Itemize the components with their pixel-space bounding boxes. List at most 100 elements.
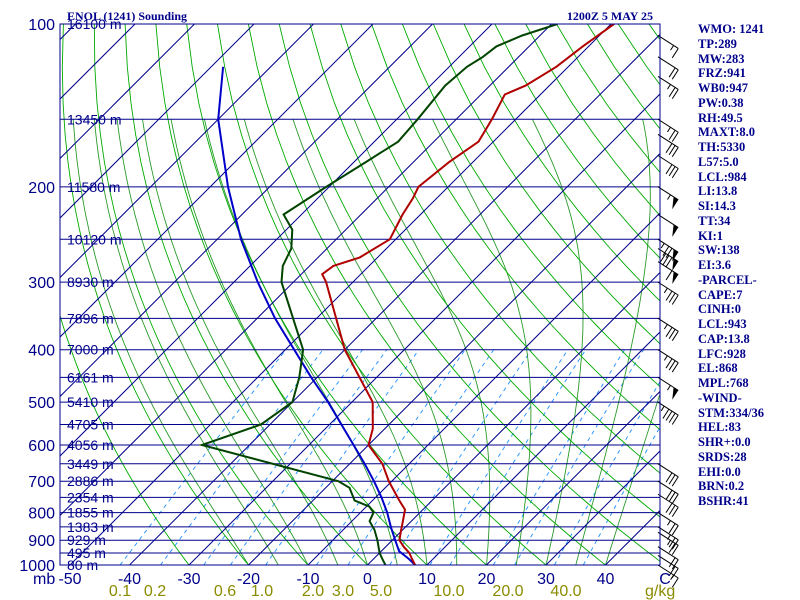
height-label: 1383 m xyxy=(67,519,114,535)
mixing-ratio-line xyxy=(582,426,660,565)
temperature-tick-label: -30 xyxy=(177,571,200,588)
height-label: 7000 m xyxy=(67,342,114,358)
mixing-ratio-unit: g/kg xyxy=(645,583,675,600)
height-label: 80 m xyxy=(67,557,98,573)
pressure-tick-label: 400 xyxy=(28,343,55,360)
height-label: 16100 m xyxy=(67,16,121,32)
pressure-tick-label: 500 xyxy=(28,395,55,412)
moist-adiabat-line xyxy=(292,119,458,565)
wind-barb xyxy=(657,480,679,504)
moist-adiabat-line xyxy=(575,119,651,565)
mixing-ratio-label: 0.6 xyxy=(214,583,236,600)
wind-barb xyxy=(657,186,679,210)
wind-barb xyxy=(657,349,679,373)
mixing-ratio-label: 40.0 xyxy=(550,583,581,600)
dry-adiabats xyxy=(60,24,660,565)
stability-indices-panel: WMO: 1241 TP:289 MW:283 FRZ:941 WB0:947 PW:0.… xyxy=(698,22,798,509)
moist-adiabat-line xyxy=(116,119,309,565)
isotherm-line xyxy=(129,33,660,565)
wind-barb xyxy=(657,118,679,142)
wind-barb xyxy=(657,554,679,579)
moist-adiabat-line xyxy=(605,392,660,565)
height-label: 2886 m xyxy=(67,473,114,489)
index-row: STM:334/36 xyxy=(698,405,764,420)
isotherm-line xyxy=(60,24,374,338)
index-row: LFC:928 xyxy=(698,346,746,361)
index-row: RH:49.5 xyxy=(698,110,743,125)
mixing-ratio-labels: 0.1 0.2 0.6 1.0 2.0 3.0 5.0 10.0 20.0 40.0 xyxy=(109,583,582,600)
mixing-ratio-label: 20.0 xyxy=(492,583,523,600)
height-label: 495 m xyxy=(67,545,106,561)
mixing-ratio-line xyxy=(389,349,532,565)
dry-adiabat-line xyxy=(93,24,309,565)
isobars xyxy=(60,23,660,566)
index-row: LI:13.8 xyxy=(698,184,738,199)
temperature-tick-label: -10 xyxy=(296,571,319,588)
height-label: 10120 m xyxy=(67,231,121,247)
wind-barb xyxy=(657,493,679,517)
index-row: KI:1 xyxy=(698,228,723,243)
mixing-ratio-line xyxy=(203,349,363,565)
moist-adiabat-line xyxy=(531,119,584,565)
temperature-tick-label: -50 xyxy=(58,571,81,588)
index-row: MAXT:8.0 xyxy=(698,125,756,140)
isotherm-line xyxy=(60,24,314,279)
index-row: WB0:947 xyxy=(698,81,748,95)
index-row: HEL:83 xyxy=(698,420,742,435)
mixing-ratio-label: 1.0 xyxy=(251,583,273,600)
moist-adiabat-line xyxy=(243,119,428,565)
temperature-trace xyxy=(320,24,615,565)
index-row: MW:283 xyxy=(698,51,745,66)
isotherm-line xyxy=(60,24,493,457)
temperature-tick-label: 0 xyxy=(363,571,372,588)
isotherm-line xyxy=(486,390,660,565)
dewpoint-trace xyxy=(198,24,558,565)
isotherm-line xyxy=(0,24,16,565)
height-label: 11580 m xyxy=(67,179,120,195)
mixing-ratio-lines xyxy=(119,349,660,565)
index-row: WMO: 1241 xyxy=(698,22,765,36)
wind-barb xyxy=(657,401,679,425)
wind-barb xyxy=(657,531,679,555)
sounding-profiles xyxy=(198,24,615,565)
index-row: EL:868 xyxy=(698,361,738,376)
mixing-ratio-line xyxy=(449,349,587,565)
isotherm-line xyxy=(188,93,660,565)
pressure-tick-label: 1000 xyxy=(19,558,55,575)
wind-barb xyxy=(657,512,679,536)
pressure-tick-label: 700 xyxy=(28,474,55,491)
height-labels: 16100 m 13450 m 11580 m 10120 m 8930 m 7896 m… xyxy=(67,16,121,573)
height-label: 4056 m xyxy=(67,437,114,453)
wind-barb xyxy=(657,376,679,400)
index-row: -PARCEL- xyxy=(698,272,757,287)
moist-adiabat-line xyxy=(170,119,368,565)
index-row: -WIND- xyxy=(698,390,742,405)
index-row: BSHR:41 xyxy=(698,494,749,508)
mixing-ratio-line xyxy=(265,349,420,565)
pressure-tick-label: 900 xyxy=(28,533,55,550)
index-row: SHR+:0.0 xyxy=(698,435,751,449)
temperature-tick-label: 30 xyxy=(537,571,555,588)
height-label: 4705 m xyxy=(67,417,114,433)
index-row: SI:14.3 xyxy=(698,199,736,213)
isotherm-line xyxy=(60,24,433,398)
index-row: MPL:768 xyxy=(698,376,749,390)
mixing-ratio-line xyxy=(429,349,569,565)
wind-barb xyxy=(657,238,679,262)
height-label: 929 m xyxy=(67,532,106,548)
isotherm-line xyxy=(545,450,660,565)
isotherm-line xyxy=(60,24,552,517)
index-row: BRN:0.2 xyxy=(698,479,745,494)
dry-adiabat-line xyxy=(247,24,606,565)
mixing-ratio-label: 2.0 xyxy=(302,583,324,600)
mixing-ratio-line xyxy=(119,349,287,565)
height-label: 1855 m xyxy=(67,505,114,521)
temperature-tick-label: 10 xyxy=(418,571,436,588)
height-label: 13450 m xyxy=(67,111,121,127)
pressure-tick-label: 800 xyxy=(28,506,55,523)
temperature-labels: -50 -40 -30 -20 -10 0 10 20 30 40 C xyxy=(58,571,670,588)
wind-barb xyxy=(657,281,679,305)
height-label: 8930 m xyxy=(67,274,114,290)
chart-datetime: 1200Z 5 MAY 25 xyxy=(567,9,653,23)
